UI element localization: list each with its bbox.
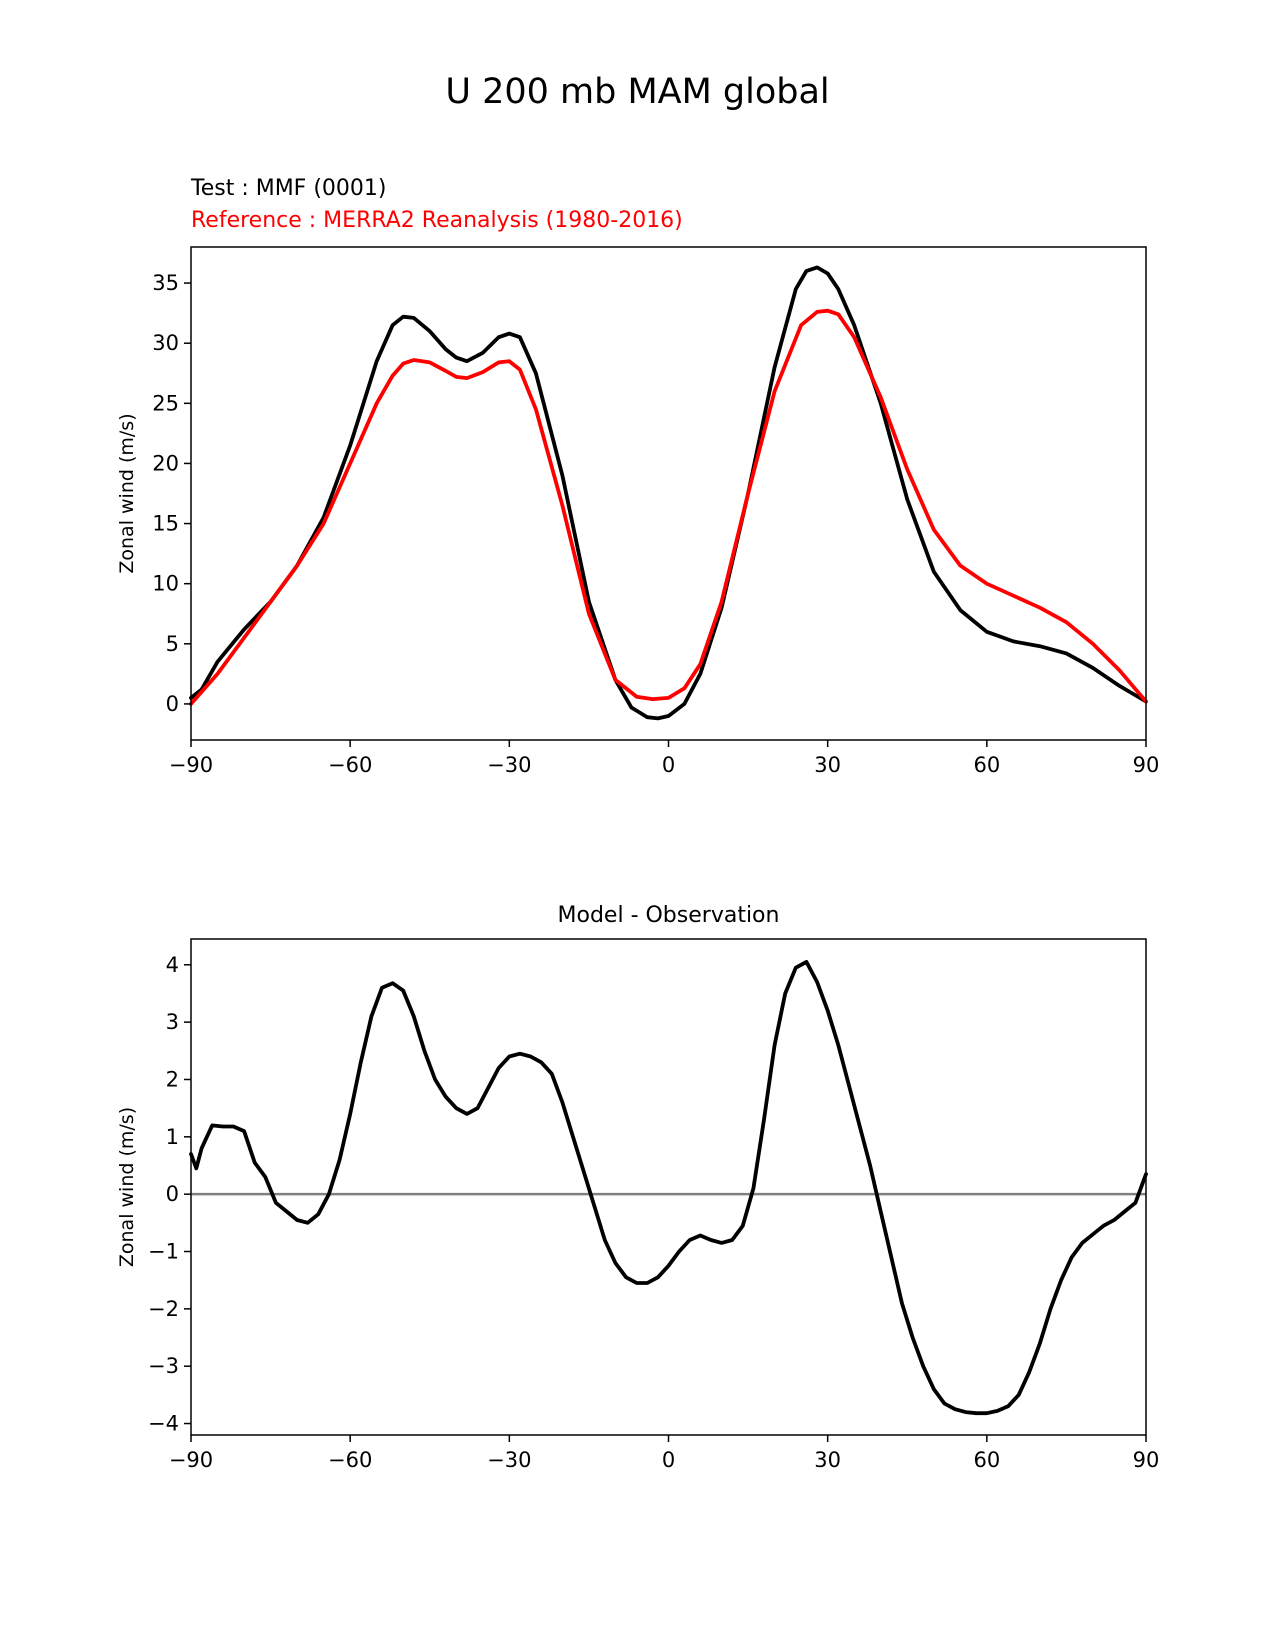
y-axis-label: Zonal wind (m/s) (116, 413, 138, 573)
y-tick-label: −3 (148, 1354, 179, 1378)
y-axis-label: Zonal wind (m/s) (116, 1107, 138, 1267)
x-tick-label: −30 (487, 1448, 531, 1472)
x-tick-label: −90 (169, 1448, 213, 1472)
test-label: Test : MMF (0001) (191, 176, 387, 201)
y-tick-label: 30 (152, 331, 179, 355)
x-tick-label: 90 (1133, 1448, 1160, 1472)
y-tick-label: 2 (166, 1067, 179, 1091)
y-tick-label: 4 (166, 953, 179, 977)
y-tick-label: 0 (166, 692, 179, 716)
axes-frame-2 (190, 938, 1147, 1436)
y-tick-label: 3 (166, 1010, 179, 1034)
reference-label: Reference : MERRA2 Reanalysis (1980-2016… (191, 208, 683, 233)
x-tick-label: −90 (169, 753, 213, 777)
difference-series-line (189, 960, 1148, 1416)
x-tick-label: 0 (662, 1448, 675, 1472)
x-tick-label: 60 (973, 753, 1000, 777)
x-tick-label: 30 (814, 1448, 841, 1472)
y-tick-label: 0 (166, 1182, 179, 1206)
x-tick-label: 90 (1133, 753, 1160, 777)
y-tick-label: 15 (152, 512, 179, 536)
y-tick-label: 10 (152, 572, 179, 596)
y-tick-label: 5 (166, 632, 179, 656)
difference-panel-title: Model - Observation (557, 903, 780, 928)
x-tick-label: 30 (814, 753, 841, 777)
reference-series-line (189, 308, 1148, 706)
y-tick-label: 20 (152, 451, 179, 475)
y-tick-label: −2 (148, 1297, 179, 1321)
test-series-line (189, 265, 1148, 721)
y-tick-label: −4 (148, 1412, 179, 1436)
x-tick-label: −60 (328, 1448, 372, 1472)
figure-title: U 200 mb MAM global (445, 72, 830, 112)
x-tick-label: 60 (973, 1448, 1000, 1472)
y-tick-label: −1 (148, 1240, 179, 1264)
y-tick-label: 25 (152, 391, 179, 415)
x-tick-label: 0 (662, 753, 675, 777)
y-tick-label: 35 (152, 271, 179, 295)
x-tick-label: −30 (487, 753, 531, 777)
y-tick-label: 1 (166, 1125, 179, 1149)
x-tick-label: −60 (328, 753, 372, 777)
